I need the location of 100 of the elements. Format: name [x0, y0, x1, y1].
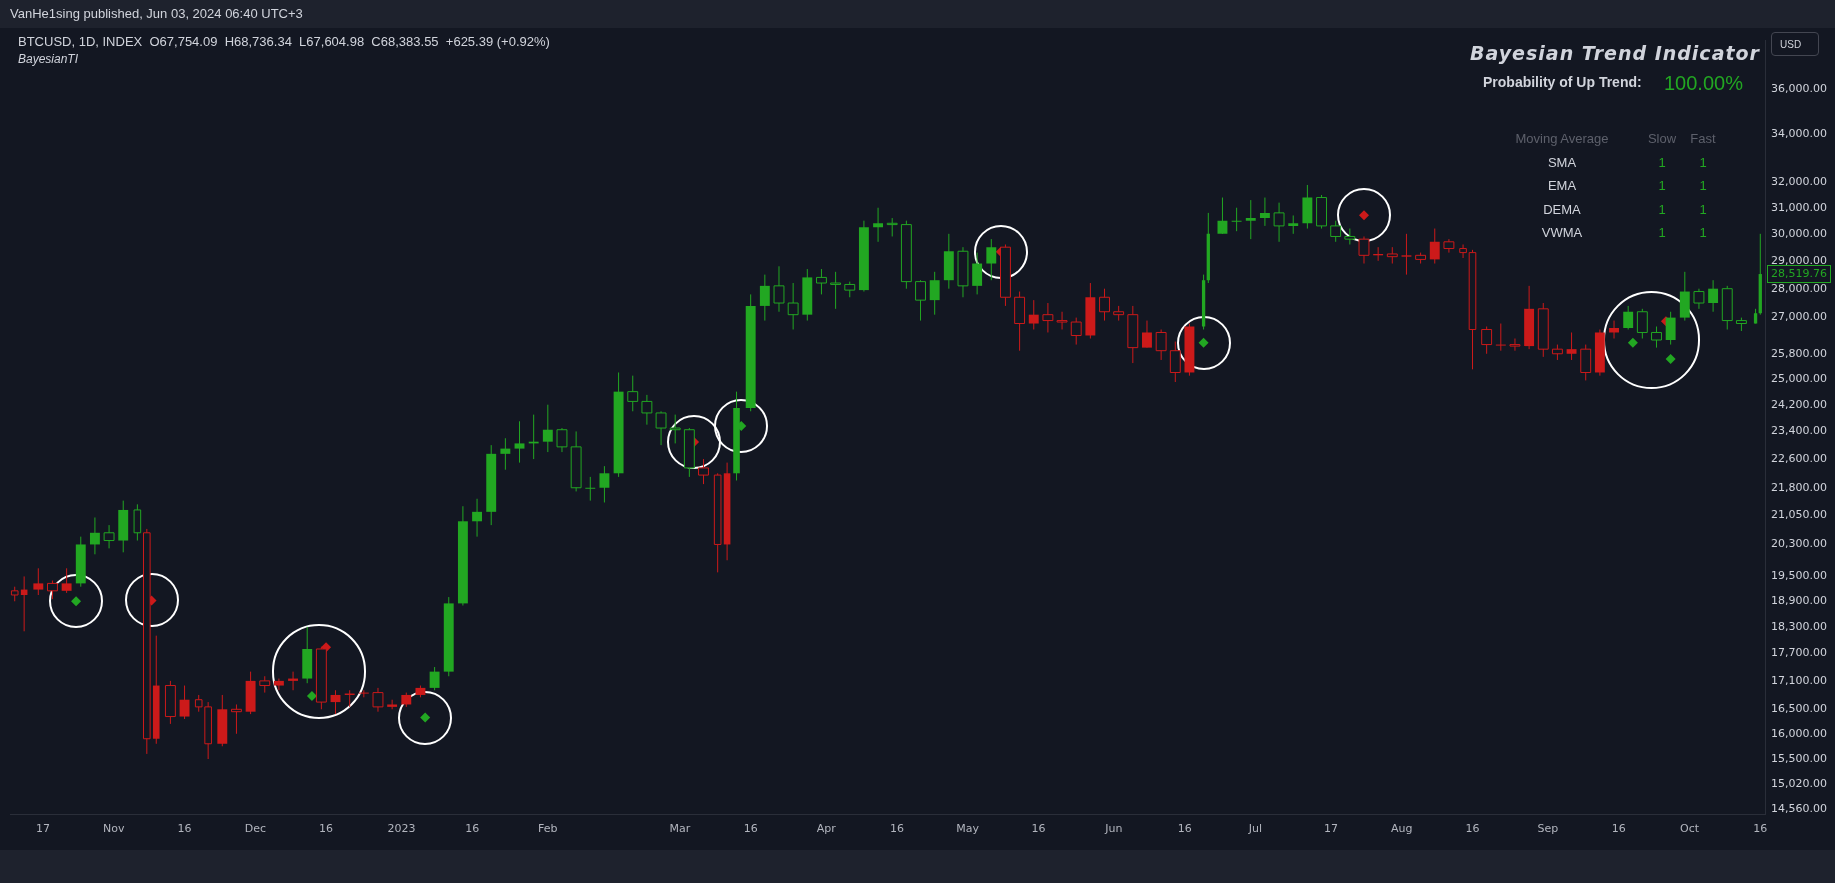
candlestick — [103, 524, 115, 549]
candlestick — [759, 274, 770, 322]
y-tick-label: 24,200.00 — [1771, 397, 1827, 411]
annotation: Fast — [1689, 131, 1717, 148]
y-tick-label: 14,560.00 — [1771, 801, 1827, 815]
candlestick — [47, 580, 58, 600]
candlestick — [830, 271, 842, 310]
x-tick-label: Dec — [244, 822, 266, 836]
x-tick-label: Feb — [538, 822, 558, 836]
candlestick — [1245, 199, 1256, 240]
annotation: 1 — [1698, 178, 1708, 195]
candlestick — [1429, 228, 1440, 265]
candlestick — [179, 685, 190, 720]
annotation: 1 — [1698, 225, 1708, 242]
x-tick-label: 2023 — [387, 822, 416, 836]
candlestick — [816, 268, 827, 295]
annotation: Slow — [1646, 131, 1678, 148]
candlestick — [1443, 238, 1455, 254]
x-tick-label: Aug — [1390, 822, 1413, 836]
annotation: SMA — [1546, 154, 1578, 172]
candlestick — [1481, 326, 1493, 355]
candlestick — [929, 271, 940, 316]
candlestick — [1099, 288, 1110, 322]
candlestick — [585, 476, 596, 502]
candlestick — [1623, 305, 1634, 330]
candlestick — [61, 567, 72, 594]
x-tick-label: 17 — [36, 822, 51, 836]
chart-title: Bayesian Trend Indicator — [1470, 42, 1760, 64]
text: VanHe1sing published, Jun 03, 2024 06:40 UTC+3 — [10, 6, 303, 21]
candlestick — [33, 567, 44, 596]
annotation: EMA — [1546, 178, 1578, 195]
candlestick — [514, 420, 525, 464]
y-tick-label: 22,600.00 — [1771, 451, 1827, 465]
candlestick — [886, 217, 898, 237]
y-tick-label: 16,000.00 — [1771, 726, 1827, 740]
candlestick — [133, 503, 142, 542]
y-tick-label: 28,000.00 — [1771, 281, 1827, 295]
annotation: 1 — [1657, 201, 1667, 219]
candlestick — [915, 279, 926, 322]
y-tick-label: 29,000.00 — [1771, 253, 1827, 267]
x-tick-label: Jul — [1247, 822, 1263, 836]
y-tick-label: 19,500.00 — [1771, 569, 1827, 583]
point — [1627, 337, 1638, 348]
candlestick — [599, 465, 610, 503]
candlestick — [387, 699, 398, 710]
candlestick — [1169, 341, 1181, 383]
annotation: 100.00% — [1664, 72, 1743, 95]
candlestick — [986, 238, 997, 281]
candlestick — [641, 394, 653, 426]
y-tick-label: 18,300.00 — [1771, 619, 1827, 633]
candlestick — [655, 410, 667, 446]
candlestick — [1070, 317, 1082, 346]
candlestick — [1259, 197, 1270, 227]
y-tick-label: 31,000.00 — [1771, 200, 1827, 214]
candlestick — [1609, 320, 1619, 340]
y-tick-label: 36,000.00 — [1771, 81, 1827, 95]
y-tick-label: 34,000.00 — [1771, 127, 1827, 141]
candlestick — [1651, 326, 1662, 349]
x-tick-label: Sep — [1537, 822, 1559, 836]
x-tick-label: 17 — [1323, 822, 1338, 836]
x-tick-label: 16 — [1611, 822, 1626, 836]
y-tick-label: 15,020.00 — [1771, 776, 1827, 790]
y-tick-label: 25,800.00 — [1771, 346, 1827, 360]
candlestick — [472, 498, 483, 538]
candlestick — [1142, 320, 1152, 349]
x-tick-label: 16 — [177, 822, 192, 836]
candlestick — [1273, 202, 1285, 243]
candlestick — [1155, 328, 1167, 361]
x-tick-label: Oct — [1680, 822, 1700, 836]
y-tick-label: 30,000.00 — [1771, 226, 1827, 240]
candlestick — [1042, 302, 1054, 333]
annotation: 1 — [1698, 154, 1708, 172]
x-tick-label: Nov — [103, 822, 126, 836]
candlestick — [542, 404, 553, 453]
candlestick — [627, 375, 639, 412]
candlestick — [1330, 220, 1342, 243]
x-tick-label: 16 — [1753, 822, 1768, 836]
x-tick-label: 16 — [889, 822, 904, 836]
y-tick-label: 32,000.00 — [1771, 175, 1827, 189]
candlestick — [1288, 214, 1299, 235]
y-tick-label: 25,000.00 — [1771, 371, 1827, 385]
point — [1665, 354, 1676, 365]
candlestick — [429, 666, 440, 691]
candlestick — [1665, 311, 1676, 346]
candlestick — [1028, 299, 1039, 330]
x-tick-label: 16 — [743, 822, 758, 836]
candlestick — [1509, 338, 1521, 352]
candlestick — [1708, 279, 1719, 313]
y-tick-label: 17,100.00 — [1771, 673, 1827, 687]
candlestick — [787, 282, 799, 330]
candlestick — [372, 687, 384, 713]
point — [306, 690, 317, 701]
annotation: Probability of Up Trend: — [1483, 74, 1642, 90]
candlestick — [273, 678, 284, 691]
candlestick — [1693, 288, 1705, 310]
candlestick — [1580, 344, 1592, 381]
y-tick-label: 21,800.00 — [1771, 480, 1827, 494]
candlestick — [972, 252, 983, 295]
x-tick-label: Mar — [669, 822, 691, 836]
x-tick-label: 16 — [1177, 822, 1192, 836]
